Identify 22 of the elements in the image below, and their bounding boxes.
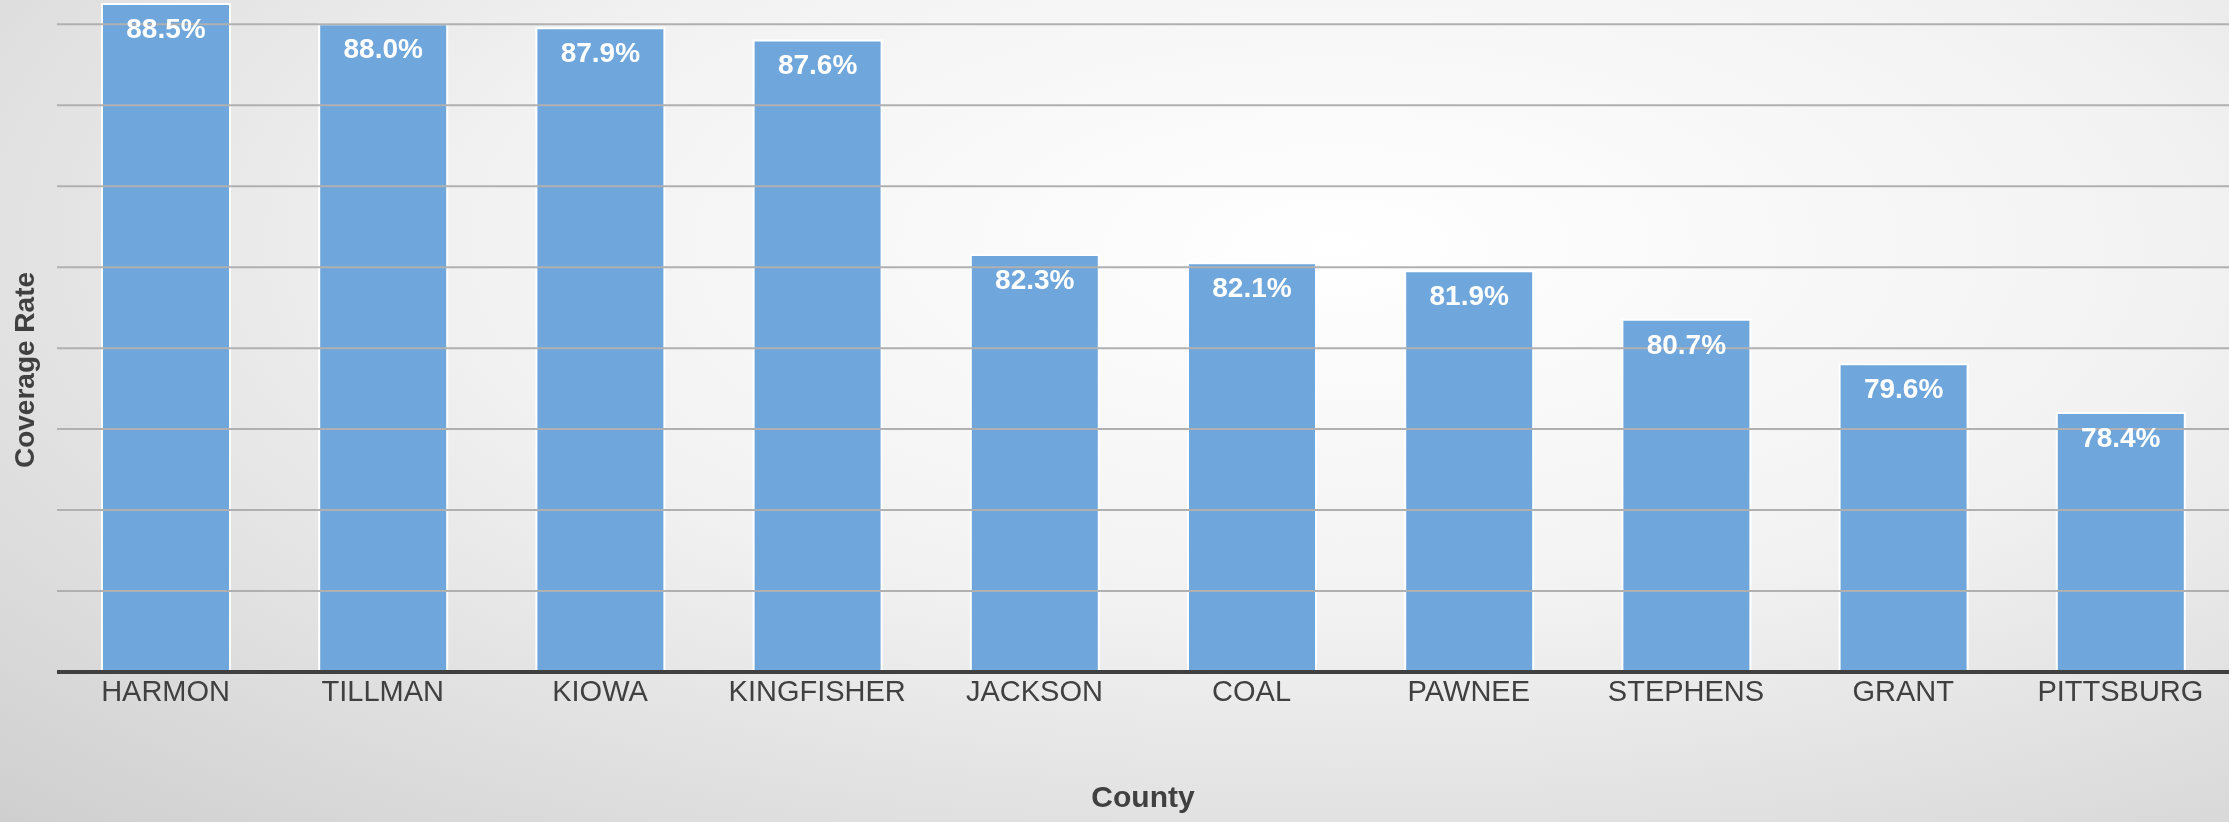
data-label: 87.6% bbox=[777, 49, 858, 81]
data-label: 81.9% bbox=[1429, 280, 1509, 312]
x-tick-label: HARMON bbox=[101, 674, 231, 707]
x-tick-label: KIOWA bbox=[552, 674, 649, 707]
data-label: 82.1% bbox=[1212, 272, 1292, 304]
x-tick-label: PITTSBURG bbox=[2037, 674, 2204, 707]
data-label: 87.9% bbox=[560, 37, 641, 69]
x-tick-label: PAWNEE bbox=[1407, 674, 1531, 707]
data-label: 82.3% bbox=[995, 263, 1075, 295]
x-tick-label: GRANT bbox=[1852, 674, 1955, 707]
data-label: 79.6% bbox=[1863, 373, 1944, 405]
data-label: 88.5% bbox=[126, 12, 206, 44]
x-tick-label: COAL bbox=[1212, 674, 1292, 707]
x-tick-label: JACKSON bbox=[965, 674, 1103, 707]
x-axis-title: County bbox=[1090, 780, 1196, 814]
data-label: 78.4% bbox=[2081, 421, 2161, 453]
data-label: 80.7% bbox=[1646, 328, 1727, 360]
x-tick-label: STEPHENS bbox=[1607, 674, 1765, 707]
data-label: 88.0% bbox=[343, 33, 423, 65]
x-tick-label: TILLMAN bbox=[321, 674, 445, 707]
x-tick-label: KINGFISHER bbox=[728, 674, 906, 707]
y-axis-title: Coverage Rate bbox=[9, 271, 41, 469]
